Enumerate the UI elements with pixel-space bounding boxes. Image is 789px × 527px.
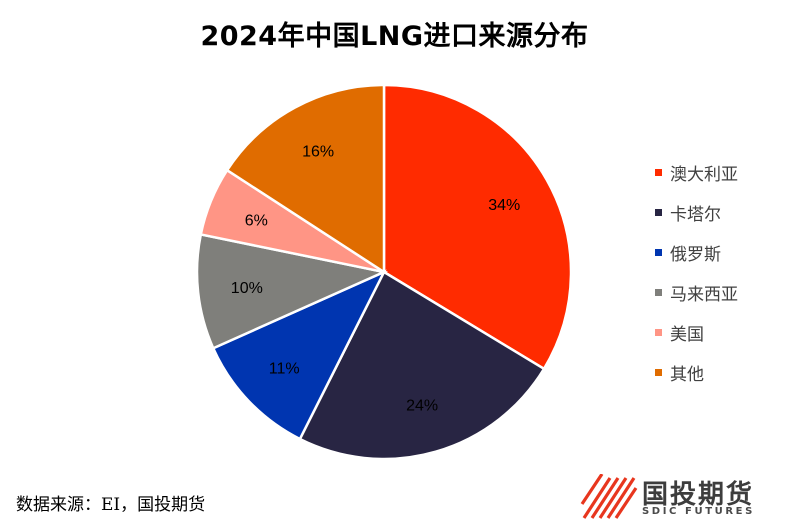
legend-label: 澳大利亚 <box>670 164 738 185</box>
legend-swatch <box>655 328 662 336</box>
legend-swatch <box>655 368 662 376</box>
logo-name-cn: 国投期货 <box>642 480 755 510</box>
slice-value-label: 6% <box>245 213 268 230</box>
legend-label: 马来西亚 <box>670 284 738 305</box>
legend-item: 澳大利亚 <box>655 152 738 192</box>
legend-label: 其他 <box>670 364 704 385</box>
data-source: 数据来源：EI，国投期货 <box>16 495 206 515</box>
slice-value-label: 11% <box>269 360 300 377</box>
legend-label: 俄罗斯 <box>670 244 721 265</box>
slice-value-label: 16% <box>302 144 334 161</box>
pie-slice <box>225 83 386 275</box>
slice-value-label: 10% <box>231 280 263 297</box>
legend-item: 其他 <box>655 352 738 392</box>
slice-value-label: 34% <box>488 197 520 214</box>
legend-item: 美国 <box>655 312 738 352</box>
legend-label: 卡塔尔 <box>670 204 721 225</box>
logo-name-en: SDIC FUTURES <box>642 506 755 517</box>
legend: 澳大利亚卡塔尔俄罗斯马来西亚美国其他 <box>655 152 738 392</box>
sdic-logo: 国投期货 SDIC FUTURES <box>580 472 785 522</box>
legend-item: 俄罗斯 <box>655 232 738 272</box>
pie-slice <box>382 83 573 371</box>
pie-slices <box>195 83 573 461</box>
legend-label: 美国 <box>670 324 704 345</box>
legend-item: 马来西亚 <box>655 272 738 312</box>
legend-swatch <box>655 248 662 256</box>
pie-slice <box>211 269 387 441</box>
chart-title: 2024年中国LNG进口来源分布 <box>200 21 589 52</box>
pie-labels: 34% 24% 11% 10% 6% 16% <box>231 144 520 415</box>
legend-swatch <box>655 208 662 216</box>
legend-item: 卡塔尔 <box>655 192 738 232</box>
legend-swatch <box>655 288 662 296</box>
logo-mark-icon <box>580 474 638 519</box>
legend-swatch <box>655 168 662 176</box>
slice-value-label: 24% <box>406 398 438 415</box>
